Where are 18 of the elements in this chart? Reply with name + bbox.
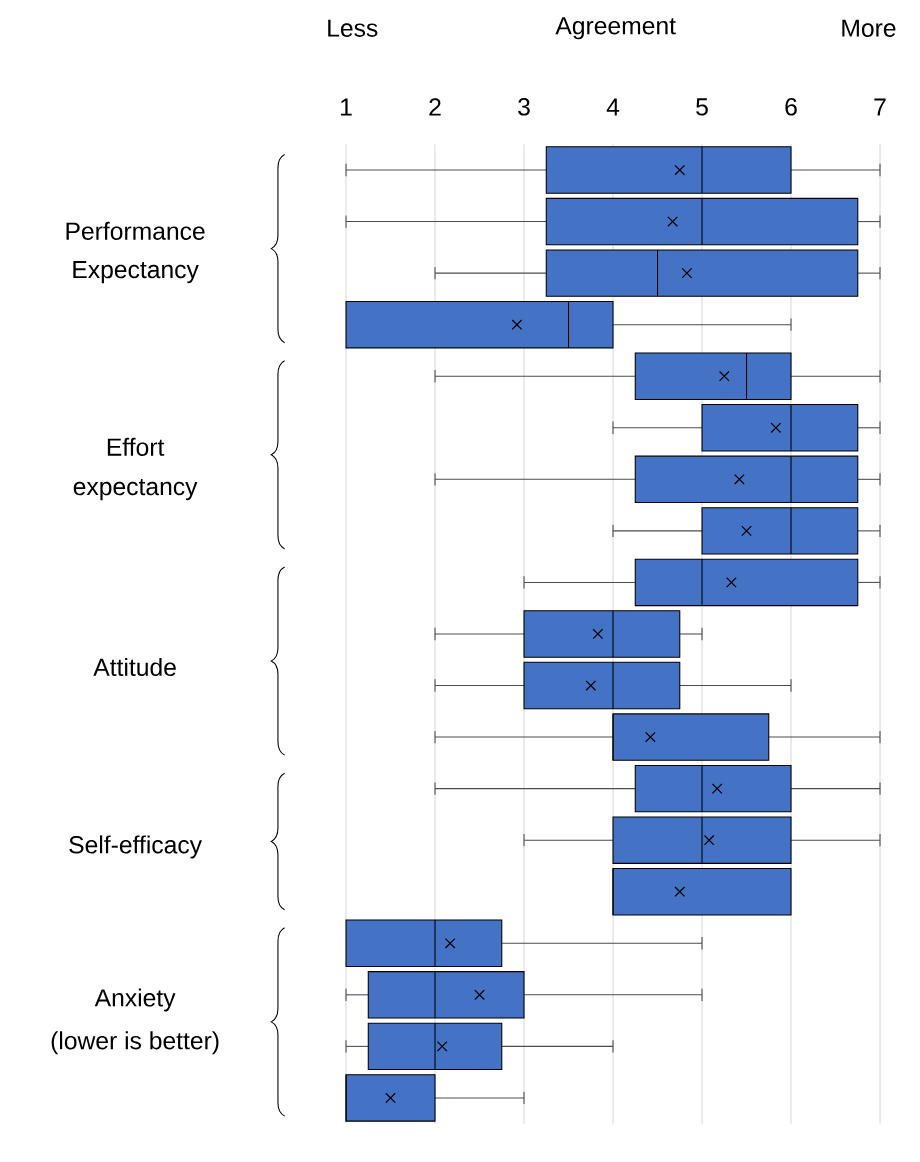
text: More — [842, 19, 896, 37]
text: Attitude — [93, 657, 176, 677]
text: Expectancy — [73, 261, 199, 284]
text: (lower is better) — [51, 1031, 219, 1055]
text: Performance — [66, 221, 205, 240]
text: Agreement — [555, 17, 676, 40]
x-tick-label: 7 — [874, 98, 886, 116]
x-tick-label: 4 — [606, 98, 620, 116]
x-tick-label: 1 — [341, 98, 352, 116]
text: Less — [328, 19, 378, 37]
x-tick-label: 3 — [518, 98, 530, 116]
text: Effort — [107, 437, 165, 456]
x-tick-label: 5 — [696, 98, 708, 116]
x-tick-label: 2 — [429, 98, 441, 116]
text: expectancy — [73, 479, 198, 501]
text: Anxiety — [94, 988, 176, 1012]
text: Self-efficacy — [69, 835, 203, 859]
x-tick-label: 6 — [785, 98, 797, 116]
